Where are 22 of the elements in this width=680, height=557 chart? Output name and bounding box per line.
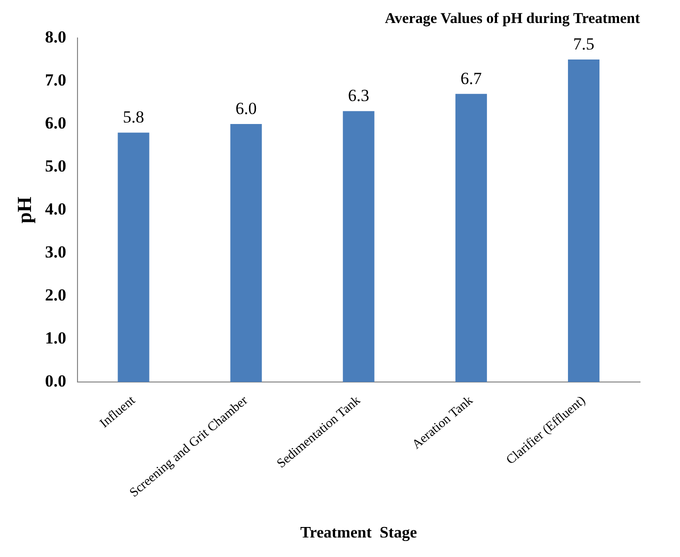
data-label: 7.5 bbox=[573, 34, 594, 54]
data-label: 6.0 bbox=[235, 98, 257, 118]
y-tick-label: 1.0 bbox=[45, 328, 66, 348]
bar bbox=[118, 132, 150, 382]
y-tick-label: 3.0 bbox=[45, 242, 66, 262]
bar bbox=[342, 111, 374, 382]
bar bbox=[568, 60, 600, 382]
y-tick-label: 8.0 bbox=[45, 27, 66, 46]
x-axis-title: Treatment Stage bbox=[300, 524, 417, 542]
y-tick-label: 2.0 bbox=[45, 285, 66, 304]
data-label: 6.3 bbox=[348, 86, 370, 106]
chart-title: Average Values of pH during Treatment bbox=[384, 10, 640, 27]
y-tick-label: 0.0 bbox=[45, 371, 66, 390]
data-label: 5.8 bbox=[122, 108, 144, 127]
y-tick-label: 6.0 bbox=[45, 113, 66, 132]
data-label: 6.7 bbox=[460, 68, 482, 88]
y-axis-title: pH bbox=[14, 196, 36, 224]
y-tick-label: 7.0 bbox=[45, 70, 66, 90]
bar bbox=[455, 94, 487, 382]
y-tick-label: 5.0 bbox=[45, 156, 66, 176]
y-tick-label: 4.0 bbox=[45, 199, 66, 218]
bar bbox=[230, 124, 262, 382]
